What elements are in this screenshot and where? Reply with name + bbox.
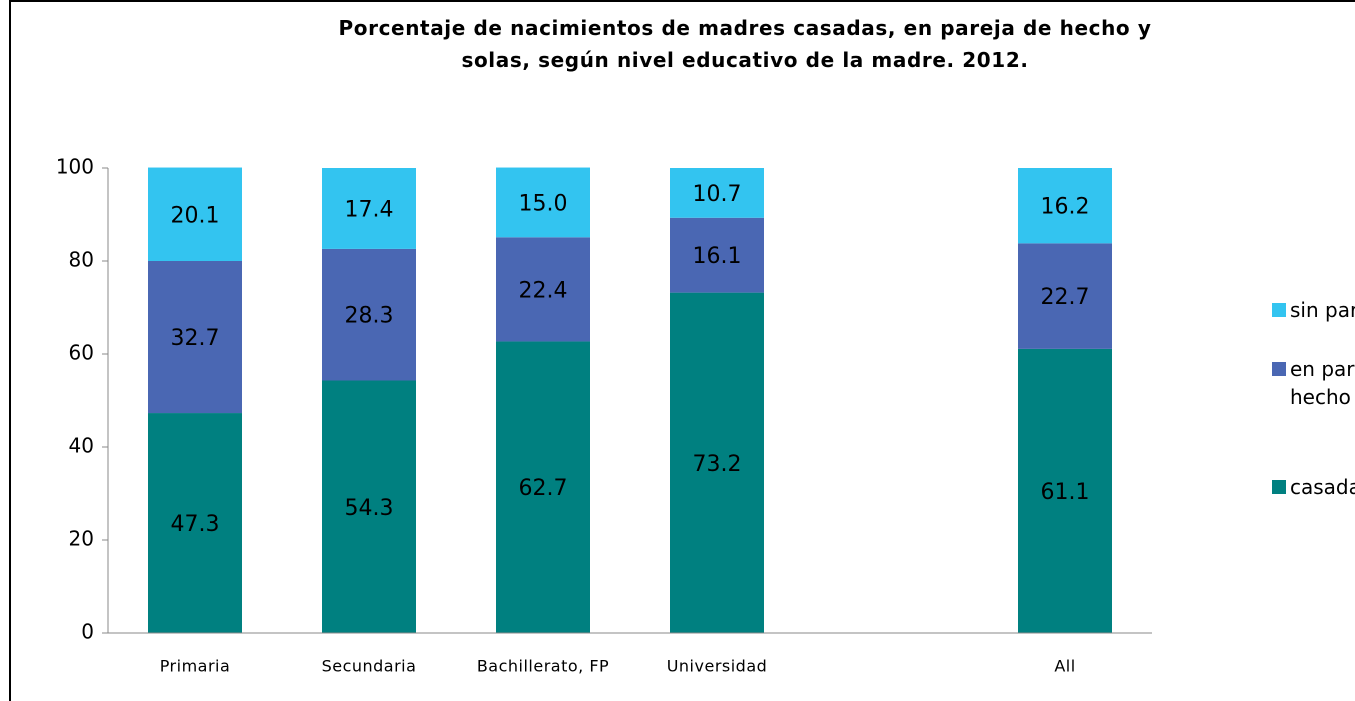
data-label: 28.3: [345, 304, 394, 329]
data-label: 22.7: [1041, 285, 1090, 310]
bar-segment: [322, 248, 416, 381]
x-tick-label: All: [1054, 657, 1075, 676]
data-label: 62.7: [519, 476, 568, 501]
x-tick-label: Secundaria: [322, 657, 417, 676]
data-label: 16.2: [1041, 195, 1090, 220]
legend-swatch: [1272, 362, 1286, 376]
bar-segment: [670, 217, 764, 293]
bar-segment: [322, 380, 416, 633]
data-label: 47.3: [171, 512, 220, 537]
data-label: 73.2: [693, 452, 742, 477]
legend-swatch: [1272, 480, 1286, 494]
x-tick-label: Bachillerato, FP: [477, 657, 609, 676]
y-tick-label: 0: [81, 620, 94, 644]
bar-segment: [322, 168, 416, 249]
bar-segment: [670, 292, 764, 633]
y-tick-label: 20: [69, 527, 94, 551]
bar-segment: [148, 413, 242, 633]
bar-segment: [1018, 168, 1112, 244]
data-label: 15.0: [519, 191, 568, 216]
data-label: 22.4: [519, 278, 568, 303]
bar-segment: [670, 168, 764, 218]
legend-label: casada: [1290, 475, 1355, 499]
data-label: 17.4: [345, 197, 394, 222]
x-tick-label: Universidad: [667, 657, 768, 676]
bar-segment: [148, 261, 242, 414]
data-label: 61.1: [1041, 480, 1090, 505]
legend-label: sin pareja: [1290, 298, 1355, 322]
bar-segment: [496, 341, 590, 633]
data-label: 10.7: [693, 182, 742, 207]
x-tick-label: Primaria: [160, 657, 231, 676]
chart-title: Porcentaje de nacimientos de madres casa…: [338, 16, 1152, 40]
data-label: 16.1: [693, 244, 742, 269]
y-tick-label: 80: [69, 248, 94, 272]
bar-segment: [496, 237, 590, 342]
data-label: 54.3: [345, 496, 394, 521]
legend-swatch: [1272, 303, 1286, 317]
data-label: 20.1: [171, 203, 220, 228]
y-tick-label: 60: [69, 341, 94, 365]
bar-segment: [496, 167, 590, 238]
data-label: 32.7: [171, 326, 220, 351]
bar-segment: [148, 167, 242, 261]
bar-segment: [1018, 348, 1112, 633]
y-tick-label: 40: [69, 434, 94, 458]
chart-title: solas, según nivel educativo de la madre…: [461, 48, 1029, 72]
y-tick-label: 100: [56, 155, 94, 179]
bar-segment: [1018, 243, 1112, 349]
legend-label: en pareja de hecho: [1290, 357, 1355, 409]
